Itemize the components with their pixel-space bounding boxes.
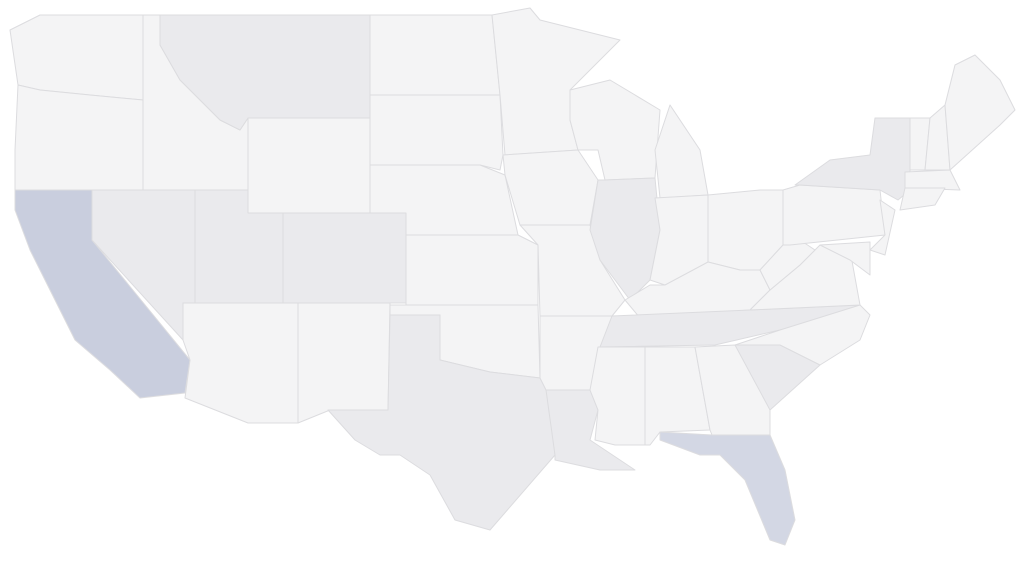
state bbox=[405, 234, 539, 306]
state bbox=[182, 302, 299, 424]
state bbox=[247, 117, 371, 214]
state bbox=[819, 241, 871, 276]
state bbox=[904, 169, 961, 191]
state bbox=[282, 302, 391, 424]
state bbox=[369, 94, 504, 171]
state bbox=[659, 431, 796, 546]
state bbox=[589, 346, 646, 446]
state bbox=[502, 149, 599, 226]
state bbox=[782, 184, 886, 246]
state bbox=[14, 84, 144, 191]
state bbox=[869, 199, 896, 256]
state bbox=[899, 187, 946, 211]
state bbox=[369, 14, 501, 96]
state bbox=[944, 54, 1016, 171]
states bbox=[9, 7, 1016, 546]
state bbox=[734, 304, 871, 366]
state bbox=[327, 314, 556, 531]
state bbox=[282, 212, 407, 304]
state bbox=[654, 104, 709, 199]
